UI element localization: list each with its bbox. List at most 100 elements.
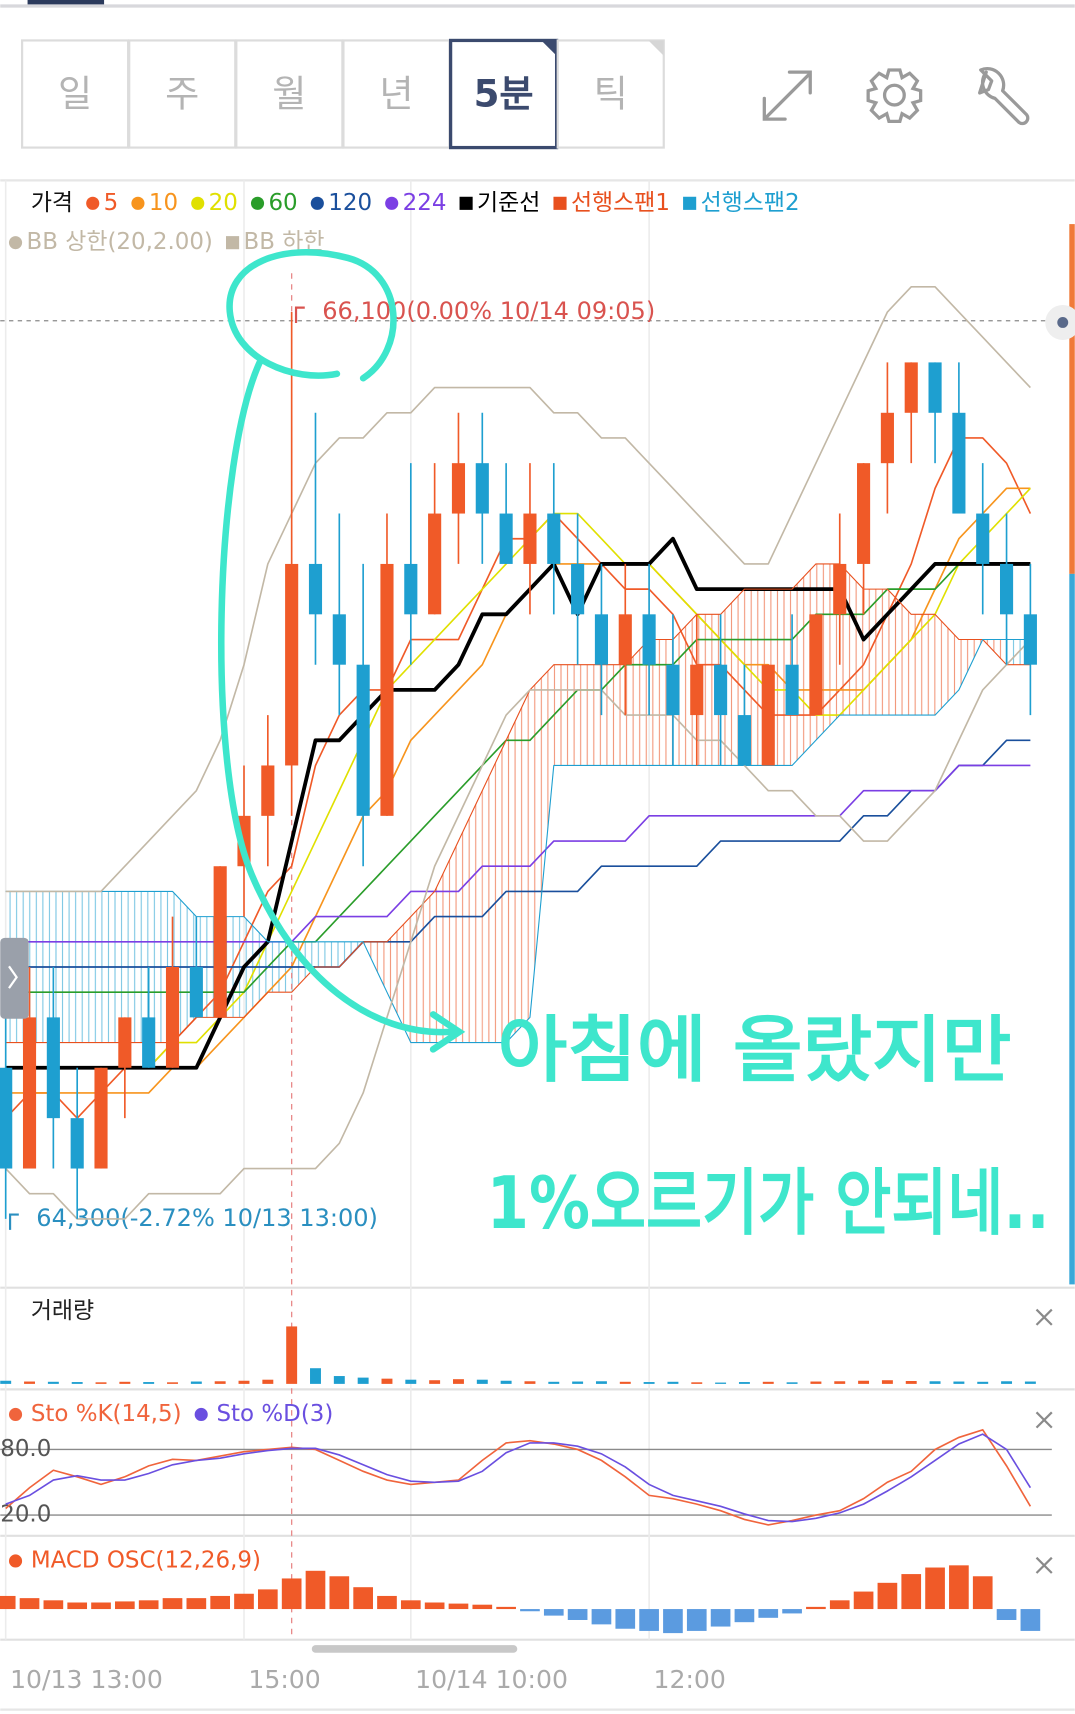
legend-label: 기준선: [477, 190, 540, 216]
volume-bar: [71, 1382, 83, 1384]
osc-bar: [949, 1565, 969, 1610]
candle-body: [833, 563, 847, 615]
candle-body: [999, 563, 1014, 615]
tab[interactable]: [556, 39, 665, 149]
volume-bar: [1001, 1381, 1013, 1384]
volume-bar: [429, 1380, 441, 1384]
legend-marker: [8, 236, 23, 250]
tab-label: 일: [58, 73, 92, 116]
volume-bar: [715, 1382, 727, 1384]
y-tick-label: 80.0: [0, 1436, 51, 1462]
volume-bar: [238, 1380, 250, 1384]
handwriting-text: 1%오르기가 안되네..: [487, 1162, 1050, 1246]
candle-body: [380, 563, 394, 816]
candle-body: [451, 463, 466, 514]
candle-body: [737, 715, 751, 766]
candle-body: [547, 513, 561, 564]
line-series: [5, 739, 1031, 968]
candle-body: [261, 765, 275, 816]
tab-label: 월: [272, 73, 306, 116]
legend-label: 5: [104, 190, 119, 216]
legend-marker: [310, 196, 324, 210]
candle-body: [70, 1118, 84, 1169]
side-tab[interactable]: [0, 937, 29, 1019]
osc-bar: [115, 1601, 135, 1610]
osc-bar: [686, 1609, 707, 1631]
cloud: [911, 614, 936, 716]
x-tick-label: 10/13 13:00: [10, 1665, 163, 1694]
legend-label: 224: [403, 190, 447, 216]
cloud: [863, 589, 888, 716]
handwriting-marks: [218, 248, 466, 1053]
osc-bar: [829, 1600, 850, 1610]
candle-body: [499, 513, 513, 564]
candle-body: [475, 463, 489, 514]
legend-marker: [226, 236, 240, 250]
volume-bar: [119, 1381, 131, 1384]
line-series: [5, 286, 1031, 893]
edge-bar: [1069, 224, 1075, 574]
legend-marker: [385, 196, 399, 210]
tab[interactable]: [128, 39, 237, 149]
volume-bar: [929, 1381, 941, 1384]
osc-bar: [91, 1602, 111, 1610]
tab[interactable]: [448, 38, 559, 150]
candle-body: [356, 664, 370, 816]
handwriting-text: 아침에 올랐지만: [498, 1009, 1012, 1093]
candle-body: [428, 513, 442, 615]
legend-label: BB 상한(20,2.00): [26, 229, 212, 255]
close-icon[interactable]: [1035, 1556, 1053, 1574]
scrollbar[interactable]: [311, 1645, 518, 1653]
edge-bar: [1069, 573, 1075, 1285]
volume-bar: [643, 1382, 655, 1384]
legend-marker: [191, 196, 205, 210]
y-tick-label: 20.0: [0, 1502, 51, 1528]
tab[interactable]: [21, 39, 130, 149]
cloud: [696, 614, 721, 766]
close-icon[interactable]: [1035, 1411, 1053, 1429]
tab-label: 틱: [594, 73, 628, 116]
cloud: [577, 664, 602, 766]
volume-bar: [786, 1382, 798, 1384]
osc-bar: [543, 1609, 564, 1616]
cloud: [553, 664, 578, 766]
volume-bar: [95, 1382, 107, 1384]
annotation-arrow: [294, 306, 305, 323]
osc-bar: [567, 1609, 588, 1620]
candle-body: [571, 563, 585, 615]
settings-icon[interactable]: [866, 68, 923, 123]
osc-bar: [639, 1609, 659, 1631]
tab-label: 5분: [474, 73, 534, 116]
tab-label: 주: [165, 73, 199, 116]
volume-bar: [977, 1381, 989, 1384]
osc-bar: [210, 1595, 231, 1610]
legend-marker: [459, 196, 473, 210]
top-indicator: [27, 0, 105, 5]
osc-bar: [901, 1574, 922, 1610]
volume-bar: [214, 1381, 226, 1384]
volume-bar: [810, 1381, 822, 1384]
candle-body: [0, 1067, 13, 1169]
osc-bar: [782, 1609, 802, 1614]
candle-body: [976, 513, 990, 564]
cloud: [410, 891, 435, 1043]
expand-icon[interactable]: [762, 70, 812, 121]
close-icon[interactable]: [1035, 1308, 1053, 1326]
volume-bar: [953, 1381, 965, 1384]
tab[interactable]: [235, 39, 344, 149]
annotation-arrow: [8, 1213, 19, 1230]
annotation-label: 64,300(-2.72% 10/13 13:00): [36, 1204, 378, 1232]
tools-icon[interactable]: [978, 66, 1030, 126]
candle-body: [285, 563, 299, 766]
osc-bar: [19, 1598, 40, 1610]
volume-bar: [548, 1381, 560, 1384]
legend-label: 120: [328, 190, 372, 216]
volume-bar: [524, 1381, 536, 1384]
volume-bar: [143, 1382, 155, 1384]
period-tabs: 일 주 월 년 5분 틱: [21, 38, 665, 150]
volume-bar: [381, 1378, 393, 1384]
osc-bar: [972, 1576, 993, 1610]
legend-marker: [8, 1407, 23, 1422]
osc-bar: [925, 1567, 945, 1610]
